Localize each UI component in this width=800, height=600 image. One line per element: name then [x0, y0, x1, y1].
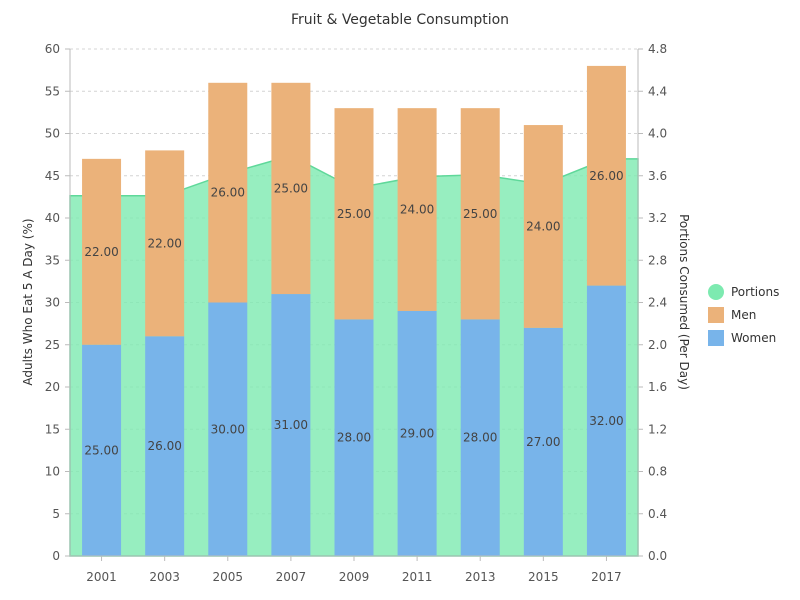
- y2-tick-label: 2.8: [648, 253, 667, 267]
- legend-label-portions: Portions: [731, 285, 779, 299]
- data-label-men: 24.00: [526, 219, 560, 233]
- x-tick-label: 2001: [86, 570, 117, 584]
- data-label-women: 26.00: [147, 439, 181, 453]
- axes: 0 5 10 15 20 25 30 35 40 45 50 55 60 0.0 0.4 0.8 1.2 1.6 2…: [45, 42, 667, 584]
- y-tick-label: 35: [45, 253, 60, 267]
- y2-tick-label: 2.4: [648, 296, 667, 310]
- x-tick-label: 2017: [591, 570, 622, 584]
- bar-men: [586, 65, 626, 286]
- bar-women: [586, 285, 626, 556]
- y2-axis-title: Portions Consumed (Per Day): [677, 214, 691, 390]
- y-tick-label: 20: [45, 380, 60, 394]
- y2-tick-label: 4.0: [648, 127, 667, 141]
- bars: [82, 65, 626, 556]
- y-tick-label: 5: [52, 507, 60, 521]
- y-tick-label: 30: [45, 296, 60, 310]
- bar-men: [523, 125, 563, 328]
- bar-men: [145, 150, 185, 337]
- y-tick-label: 45: [45, 169, 60, 183]
- data-label-men: 24.00: [400, 203, 434, 217]
- y-tick-label: 50: [45, 127, 60, 141]
- y-axis-title: Adults Who Eat 5 A Day (%): [21, 218, 35, 385]
- x-tick-label: 2007: [276, 570, 307, 584]
- data-label-women: 28.00: [337, 431, 371, 445]
- y-tick-label: 25: [45, 338, 60, 352]
- legend-label-women: Women: [731, 331, 776, 345]
- y2-tick-label: 2.0: [648, 338, 667, 352]
- data-label-women: 28.00: [463, 431, 497, 445]
- bar-women: [145, 336, 185, 556]
- bar-women: [334, 319, 374, 556]
- x-tick-label: 2011: [402, 570, 433, 584]
- y-tick-label: 60: [45, 42, 60, 56]
- legend-label-men: Men: [731, 308, 756, 322]
- x-tick-label: 2003: [149, 570, 180, 584]
- x-tick-label: 2013: [465, 570, 496, 584]
- y2-tick-label: 0.4: [648, 507, 667, 521]
- data-label-men: 22.00: [84, 245, 118, 259]
- data-label-men: 25.00: [463, 207, 497, 221]
- data-label-men: 25.00: [274, 181, 308, 195]
- data-label-men: 25.00: [337, 207, 371, 221]
- y2-tick-label: 1.2: [648, 422, 667, 436]
- data-label-men: 26.00: [589, 169, 623, 183]
- legend-swatch-women: [708, 330, 724, 346]
- y2-tick-label: 0.8: [648, 465, 667, 479]
- bar-women: [271, 294, 311, 556]
- data-label-women: 25.00: [84, 443, 118, 457]
- data-label-women: 29.00: [400, 426, 434, 440]
- y-tick-label: 10: [45, 465, 60, 479]
- data-label-women: 32.00: [589, 414, 623, 428]
- data-label-men: 26.00: [211, 186, 245, 200]
- y2-tick-label: 4.4: [648, 84, 667, 98]
- bar-men: [82, 158, 122, 345]
- bar-men: [460, 108, 500, 320]
- bar-men: [271, 82, 311, 295]
- legend: Portions Men Women: [708, 284, 779, 346]
- data-label-women: 27.00: [526, 435, 560, 449]
- y-tick-label: 0: [52, 549, 60, 563]
- x-tick-label: 2009: [339, 570, 370, 584]
- y-tick-label: 40: [45, 211, 60, 225]
- y2-tick-label: 4.8: [648, 42, 667, 56]
- data-label-men: 22.00: [147, 236, 181, 250]
- y2-tick-label: 1.6: [648, 380, 667, 394]
- bar-labels: 25.00 22.00 26.00 22.00 30.00 26.00 31.00 25.00…: [84, 169, 623, 458]
- chart-title: Fruit & Vegetable Consumption: [291, 12, 509, 28]
- bar-women: [82, 344, 122, 556]
- x-tick-label: 2005: [213, 570, 244, 584]
- data-label-women: 30.00: [211, 422, 245, 436]
- bar-women: [460, 319, 500, 556]
- y-tick-label: 55: [45, 84, 60, 98]
- bar-women: [208, 302, 248, 556]
- y2-tick-label: 3.2: [648, 211, 667, 225]
- bar-men: [397, 108, 437, 311]
- legend-swatch-portions: [708, 284, 724, 300]
- y2-tick-label: 0.0: [648, 549, 667, 563]
- bar-men: [208, 82, 248, 303]
- legend-swatch-men: [708, 307, 724, 323]
- bar-men: [334, 108, 374, 320]
- bar-women: [397, 310, 437, 556]
- y2-tick-label: 3.6: [648, 169, 667, 183]
- data-label-women: 31.00: [274, 418, 308, 432]
- x-tick-label: 2015: [528, 570, 559, 584]
- y-tick-label: 15: [45, 422, 60, 436]
- bar-women: [523, 327, 563, 556]
